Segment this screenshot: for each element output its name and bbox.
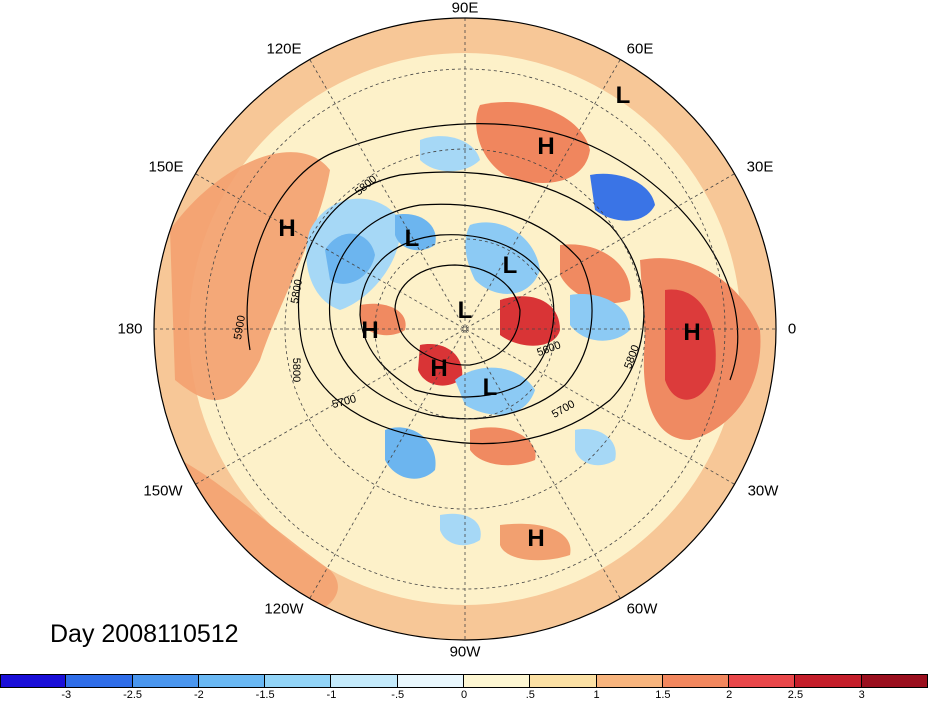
colorbar-segment [397, 674, 464, 688]
colorbar-segment [596, 674, 663, 688]
pressure-center-label: L [503, 252, 518, 279]
anomaly-positive-region [665, 289, 716, 400]
lon-label-60w: 60W [626, 600, 658, 618]
lon-label-90e: 90E [451, 0, 479, 17]
anomaly-positive-region [560, 244, 631, 304]
pressure-center-label: H [537, 133, 554, 160]
lon-label-120w: 120W [264, 600, 304, 618]
graticule [154, 18, 776, 640]
colorbar-frame [0, 674, 928, 688]
colorbar-segment [132, 674, 199, 688]
anomaly-negative-region [575, 429, 616, 466]
map-border [153, 17, 777, 641]
pressure-center-label: L [616, 82, 631, 109]
colorbar-tick-label: 2 [726, 689, 733, 701]
anomaly-negative-region [455, 367, 535, 415]
pressure-center-label: H [361, 317, 378, 344]
colorbar: -3 -2.5 -2 -1.5 -1 -.5 0 .5 1 1.5 2 2.5 3 [0, 674, 928, 702]
pressure-center-label: L [483, 374, 498, 401]
colorbar-tick-label: -2 [193, 689, 204, 701]
colorbar-tick-label: 1 [593, 689, 600, 701]
lon-label-150w: 150W [143, 482, 183, 500]
lon-label-120e: 120E [266, 40, 302, 58]
lon-label-30e: 30E [746, 158, 774, 176]
pressure-center-label: L [458, 297, 473, 324]
colorbar-tick-label: 1.5 [655, 689, 671, 701]
lon-label-0: 0 [787, 320, 797, 338]
colorbar-tick-label: -3 [61, 689, 72, 701]
lon-label-60e: 60E [626, 40, 654, 58]
contour-label: 5800 [289, 278, 305, 304]
anomaly-positive-region [360, 303, 406, 336]
lon-label-150e: 150E [148, 158, 184, 176]
anomaly-positive-region [500, 523, 571, 561]
pressure-center-label: H [683, 319, 700, 346]
anomaly-negative-region [385, 427, 436, 479]
colorbar-tick-label: -1 [326, 689, 337, 701]
day-label: Day 2008110512 [50, 620, 239, 648]
lon-label-180: 180 [117, 320, 143, 338]
anomaly-negative-region [465, 222, 540, 294]
colorbar-segment [198, 674, 266, 688]
height-contour-5700 [328, 203, 593, 420]
anomaly-negative-region [440, 513, 481, 546]
anomaly-positive-region [476, 102, 590, 183]
colorbar-segment [331, 674, 398, 688]
pressure-center-label: H [527, 525, 544, 552]
colorbar-segment [795, 674, 862, 688]
colorbar-tick-label: -.5 [391, 689, 405, 701]
colorbar-tick-label: 3 [858, 689, 865, 701]
anomaly-negative-region [395, 214, 436, 251]
anomaly-positive-region [470, 427, 536, 466]
anomaly-positive-region [418, 344, 463, 386]
colorbar-tick-label: -2.5 [123, 689, 143, 701]
colorbar-segment [662, 674, 730, 688]
anomaly-negative-region [325, 233, 375, 284]
pressure-center-label: L [405, 225, 420, 252]
anomaly-negative-region [570, 294, 630, 341]
colorbar-segment [265, 674, 332, 688]
colorbar-segment [530, 674, 597, 688]
colorbar-tick-label: 2.5 [787, 689, 804, 701]
contour-label: 5900 [232, 314, 248, 340]
colorbar-tick-label: 0 [460, 689, 468, 701]
colorbar-tick-label: -1.5 [255, 689, 275, 701]
height-contour-5500 [394, 264, 521, 366]
colorbar-segment [0, 674, 67, 688]
lon-label-90w: 90W [449, 643, 481, 661]
colorbar-segment [464, 674, 531, 688]
contour-label: 5800 [290, 358, 302, 382]
colorbar-tick-label: .5 [525, 689, 535, 701]
colorbar-segment [729, 674, 796, 688]
pressure-center-label: H [278, 215, 295, 242]
lon-label-30w: 30W [747, 482, 779, 500]
pressure-center-label: H [430, 355, 447, 382]
anomaly-positive-region [160, 450, 338, 617]
anomaly-negative-region [590, 173, 655, 221]
colorbar-segment [66, 674, 133, 688]
